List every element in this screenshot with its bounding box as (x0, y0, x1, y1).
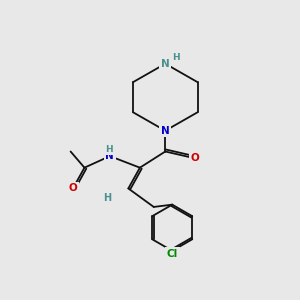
Text: O: O (191, 153, 200, 164)
Text: N: N (161, 59, 170, 69)
Text: H: H (172, 53, 179, 62)
Text: Cl: Cl (167, 249, 178, 259)
Text: H: H (103, 193, 112, 203)
Text: H: H (105, 145, 112, 154)
Text: N: N (106, 151, 114, 161)
Text: O: O (68, 184, 77, 194)
Text: N: N (161, 126, 170, 136)
